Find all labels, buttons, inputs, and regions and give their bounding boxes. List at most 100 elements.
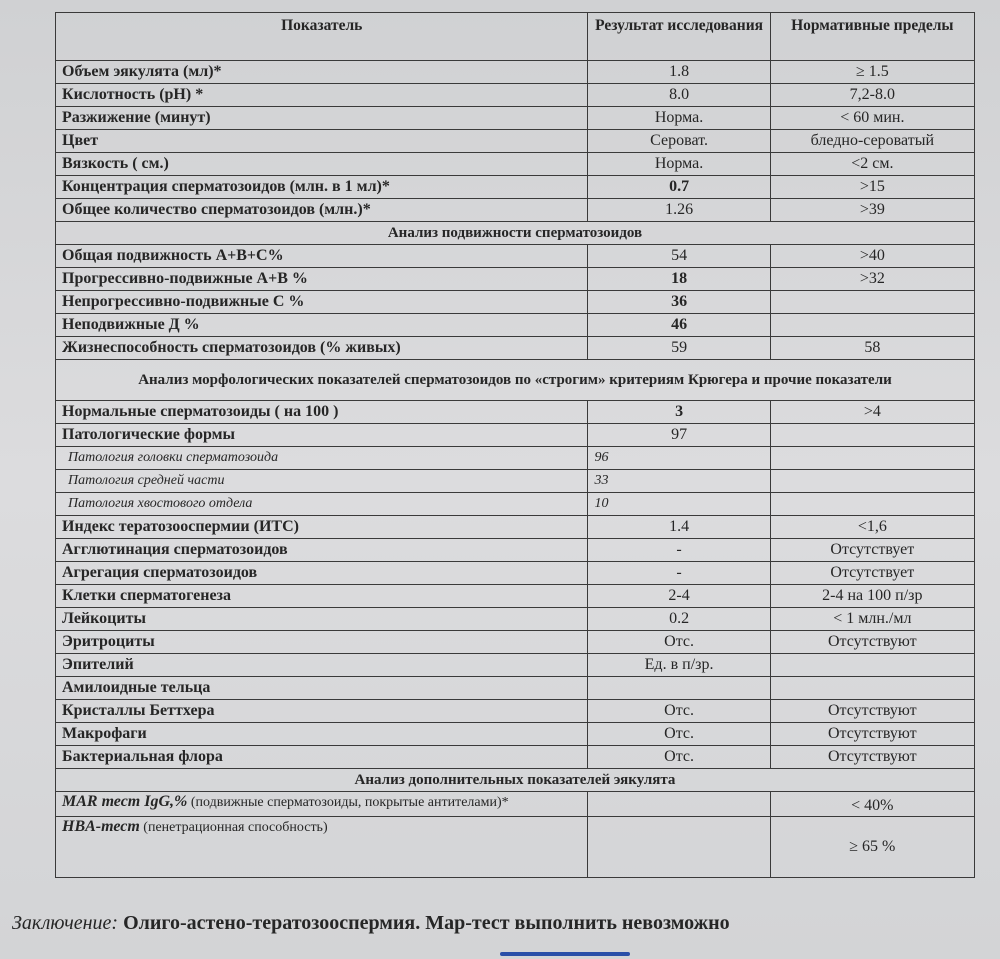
section-title: Анализ дополнительных показателей эякуля… xyxy=(55,768,975,792)
table-row: Бактериальная флора Отс. Отсутствуют xyxy=(54,745,976,769)
row-result: 54 xyxy=(587,244,771,268)
row-label: Агглютинация сперматозоидов xyxy=(54,538,589,562)
table-row: Амилоидные тельца xyxy=(54,676,976,700)
row-norm: >4 xyxy=(769,400,976,424)
table-row: Патологические формы 97 xyxy=(54,423,976,447)
table-row: Вязкость ( см.) Норма. <2 см. xyxy=(54,152,976,176)
test-note: (подвижные сперматозоиды, покрытые антит… xyxy=(187,795,509,810)
row-result: - xyxy=(587,561,771,585)
row-result: 33 xyxy=(587,469,771,493)
row-norm: бледно-сероватый xyxy=(769,129,976,153)
section-header: Анализ морфологических показателей сперм… xyxy=(55,359,975,401)
pen-underline-mark xyxy=(500,952,630,956)
test-name: HBA-тест xyxy=(62,818,140,835)
row-result: 36 xyxy=(587,290,771,314)
row-norm: >40 xyxy=(769,244,976,268)
row-label: MAR тест IgG,% (подвижные сперматозоиды,… xyxy=(54,791,589,817)
row-result: 18 xyxy=(587,267,771,291)
row-label: Разжижение (минут) xyxy=(54,106,589,130)
table-row: Общая подвижность А+В+С% 54 >40 xyxy=(54,244,976,268)
row-label: Агрегация сперматозоидов xyxy=(54,561,589,585)
row-label: Индекс тератозооспермии (ИТС) xyxy=(54,515,589,539)
conclusion-text: Олиго-астено-тератозооспермия. Мар-тест … xyxy=(118,912,730,934)
row-norm: ≥ 1.5 xyxy=(769,60,976,84)
table-row: Концентрация сперматозоидов (млн. в 1 мл… xyxy=(54,175,976,199)
table-header: Показатель Результат исследования Нормат… xyxy=(54,12,976,61)
row-label: Лейкоциты xyxy=(54,607,589,631)
table-row: Прогрессивно-подвижные А+В % 18 >32 xyxy=(54,267,976,291)
row-label: Неподвижные Д % xyxy=(54,313,589,337)
semen-analysis-table: Показатель Результат исследования Нормат… xyxy=(54,12,976,878)
row-label: Патологические формы xyxy=(54,423,589,447)
row-result: 10 xyxy=(587,492,771,516)
header-norm: Нормативные пределы xyxy=(769,12,976,61)
row-label: Прогрессивно-подвижные А+В % xyxy=(54,267,589,291)
table-row: Лейкоциты 0.2 < 1 млн./мл xyxy=(54,607,976,631)
row-norm: Отсутствуют xyxy=(769,745,976,769)
row-norm: >15 xyxy=(769,175,976,199)
row-label: Общая подвижность А+В+С% xyxy=(54,244,589,268)
table-row: Нормальные сперматозоиды ( на 100 ) 3 >4 xyxy=(54,400,976,424)
table-row: Макрофаги Отс. Отсутствуют xyxy=(54,722,976,746)
row-result: 59 xyxy=(587,336,771,360)
row-result: Отс. xyxy=(587,745,771,769)
row-norm: Отсутствуют xyxy=(769,722,976,746)
conclusion-label: Заключение: xyxy=(12,912,119,934)
conclusion: Заключение: Олиго-астено-тератозоосперми… xyxy=(12,912,730,935)
row-result: 46 xyxy=(587,313,771,337)
row-label: Амилоидные тельца xyxy=(54,676,589,700)
row-result: 3 xyxy=(587,400,771,424)
row-norm: < 1 млн./мл xyxy=(769,607,976,631)
table-row: Патология хвостового отдела 10 xyxy=(54,492,976,516)
row-norm xyxy=(769,676,976,700)
section-header: Анализ дополнительных показателей эякуля… xyxy=(55,768,975,792)
table-row: Патология средней части 33 xyxy=(54,469,976,493)
row-label: Патология средней части xyxy=(54,469,589,493)
header-result: Результат исследования xyxy=(587,12,771,61)
row-label: Патология головки сперматозоида xyxy=(54,446,589,470)
table-row: Общее количество сперматозоидов (млн.)* 1… xyxy=(54,198,976,222)
row-norm: Отсутствуют xyxy=(769,630,976,654)
row-norm: ≥ 65 % xyxy=(769,816,976,878)
row-norm: <1,6 xyxy=(769,515,976,539)
row-norm xyxy=(769,653,976,677)
table-row: Кислотность (pH) * 8.0 7,2-8.0 xyxy=(54,83,976,107)
row-norm: 2-4 на 100 п/зр xyxy=(769,584,976,608)
row-norm: <2 см. xyxy=(769,152,976,176)
row-result: Отс. xyxy=(587,699,771,723)
row-norm xyxy=(769,469,976,493)
table-row: Разжижение (минут) Норма. < 60 мин. xyxy=(54,106,976,130)
row-label: Цвет xyxy=(54,129,589,153)
row-norm xyxy=(769,446,976,470)
row-label: Вязкость ( см.) xyxy=(54,152,589,176)
row-result: 8.0 xyxy=(587,83,771,107)
row-result: 1.4 xyxy=(587,515,771,539)
table-row: Патология головки сперматозоида 96 xyxy=(54,446,976,470)
row-result: Отс. xyxy=(587,630,771,654)
row-result xyxy=(587,676,771,700)
table-row: Жизнеспособность сперматозоидов (% живых… xyxy=(54,336,976,360)
table-row: MAR тест IgG,% (подвижные сперматозоиды,… xyxy=(54,791,976,817)
row-norm xyxy=(769,290,976,314)
row-result: 2-4 xyxy=(587,584,771,608)
row-result: Отс. xyxy=(587,722,771,746)
row-result xyxy=(587,816,771,878)
row-result: Норма. xyxy=(587,152,771,176)
row-norm xyxy=(769,423,976,447)
row-label: Кислотность (pH) * xyxy=(54,83,589,107)
row-norm: 58 xyxy=(769,336,976,360)
row-norm: Отсутствует xyxy=(769,561,976,585)
row-result: - xyxy=(587,538,771,562)
row-norm: 7,2-8.0 xyxy=(769,83,976,107)
table-row: Эритроциты Отс. Отсутствуют xyxy=(54,630,976,654)
row-label: Патология хвостового отдела xyxy=(54,492,589,516)
table-row: Объем эякулята (мл)* 1.8 ≥ 1.5 xyxy=(54,60,976,84)
row-result: 0.7 xyxy=(587,175,771,199)
row-norm: >39 xyxy=(769,198,976,222)
row-label: Непрогрессивно-подвижные С % xyxy=(54,290,589,314)
test-name: MAR тест IgG,% xyxy=(62,793,188,810)
row-label: Клетки сперматогенеза xyxy=(54,584,589,608)
row-label: Общее количество сперматозоидов (млн.)* xyxy=(54,198,589,222)
table-row: Клетки сперматогенеза 2-4 2-4 на 100 п/зр xyxy=(54,584,976,608)
table-row: Цвет Сероват. бледно-сероватый xyxy=(54,129,976,153)
